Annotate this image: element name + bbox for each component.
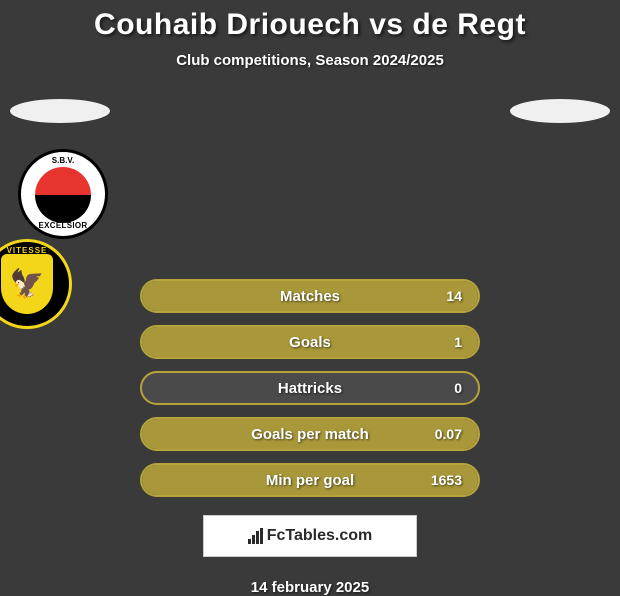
excelsior-text-bottom: EXCELSIOR [39,221,88,230]
stat-value: 0.07 [435,426,462,442]
brand-bars-icon [248,528,263,544]
stat-row: Hattricks 0 [140,371,480,405]
brand-text: FcTables.com [267,527,373,545]
eagle-icon: 🦅 [10,270,45,298]
infographic-root: Couhaib Driouech vs de Regt Club competi… [0,0,620,596]
date-text: 14 february 2025 [0,579,620,596]
subtitle: Club competitions, Season 2024/2025 [0,52,620,69]
player-ellipse-right [510,99,610,123]
stat-label: Goals [289,334,331,351]
excelsior-text-top: S.B.V. [52,156,74,165]
stat-row: Goals 1 [140,325,480,359]
stat-rows: Matches 14 Goals 1 Hattricks 0 Goals per match… [140,279,480,497]
stat-label: Hattricks [278,380,342,397]
page-title: Couhaib Driouech vs de Regt [0,8,620,42]
player-ellipse-left [10,99,110,123]
vitesse-shield: 🦅 [1,254,53,314]
club-logo-vitesse: VITESSE 🦅 [0,239,72,329]
stat-value: 1653 [431,472,462,488]
stat-label: Goals per match [251,426,369,443]
brand-box: FcTables.com [203,515,417,557]
stat-label: Matches [280,288,340,305]
stat-value: 0 [454,380,462,396]
stat-value: 1 [454,334,462,350]
stat-row: Min per goal 1653 [140,463,480,497]
stat-value: 14 [446,288,462,304]
stat-row: Matches 14 [140,279,480,313]
stats-area: S.B.V. EXCELSIOR VITESSE 🦅 Matches 14 Goal… [0,99,620,497]
stat-label: Min per goal [266,472,354,489]
stat-row: Goals per match 0.07 [140,417,480,451]
club-logo-excelsior: S.B.V. EXCELSIOR [18,149,108,239]
